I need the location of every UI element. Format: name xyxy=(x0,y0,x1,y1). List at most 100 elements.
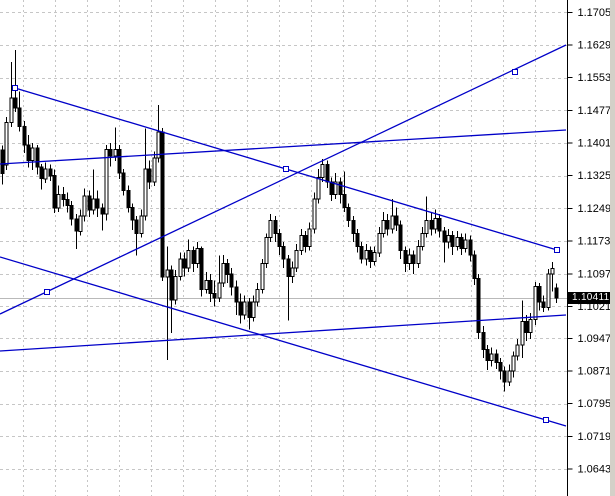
price-axis-label: 1.14010 xyxy=(578,138,615,150)
price-axis-label: 1.11730 xyxy=(578,236,615,248)
ascending-support-trendline-handle[interactable] xyxy=(512,69,518,75)
price-axis-label: 1.08710 xyxy=(578,366,615,378)
bull-candle-body xyxy=(4,121,9,166)
bull-candle-body xyxy=(511,355,516,372)
bear-candle-body xyxy=(403,250,408,265)
bear-candle-body xyxy=(182,258,187,269)
bull-candle-body xyxy=(217,282,222,299)
bear-candle-body xyxy=(498,361,503,372)
bear-candle-body xyxy=(199,247,204,290)
bear-candle-body xyxy=(22,125,27,146)
bear-candle-body xyxy=(87,195,92,211)
descending-channel-trendline-handle[interactable] xyxy=(543,417,549,423)
bull-candle-body xyxy=(372,252,377,262)
bull-candle-body xyxy=(290,267,295,277)
bear-candle-body xyxy=(273,220,278,234)
bull-candle-body xyxy=(139,215,144,234)
bear-candle-body xyxy=(325,164,330,183)
bear-candle-body xyxy=(502,370,507,383)
descending-resistance-trendline-handle[interactable] xyxy=(554,247,560,253)
bull-candle-body xyxy=(251,301,256,318)
ascending-support-trendline[interactable] xyxy=(0,44,567,315)
bull-candle-body xyxy=(204,280,209,290)
bear-candle-body xyxy=(472,254,477,280)
bull-candle-body xyxy=(489,353,494,361)
bull-candle-body xyxy=(173,275,178,301)
bull-candle-body xyxy=(307,228,312,247)
bull-candle-body xyxy=(515,344,520,357)
bear-candle-body xyxy=(212,293,217,299)
bull-candle-body xyxy=(242,301,247,316)
bear-candle-body xyxy=(117,149,122,174)
bear-candle-body xyxy=(0,149,5,175)
bear-candle-body xyxy=(208,280,213,295)
bull-candle-body xyxy=(165,269,170,278)
bull-candle-body xyxy=(113,149,118,157)
bear-candle-body xyxy=(61,194,66,200)
bull-candle-body xyxy=(152,157,157,183)
bear-candle-body xyxy=(459,237,464,249)
upper-channel-trendline[interactable] xyxy=(0,129,567,165)
bull-candle-body xyxy=(56,194,61,209)
bear-candle-body xyxy=(368,250,373,262)
lower-channel-trendline[interactable] xyxy=(0,314,567,352)
bull-candle-body xyxy=(455,237,460,247)
window-right-border[interactable] xyxy=(610,0,615,496)
bear-candle-body xyxy=(303,235,308,247)
bear-candle-body xyxy=(238,301,243,316)
bear-candle-body xyxy=(450,235,455,247)
bear-candle-body xyxy=(485,349,490,361)
bear-candle-body xyxy=(26,144,31,162)
bull-candle-body xyxy=(364,250,369,260)
bull-candle-body xyxy=(294,250,299,269)
bull-candle-body xyxy=(186,250,191,269)
bull-candle-body xyxy=(78,215,83,232)
price-axis-label: 1.17050 xyxy=(578,7,615,19)
current-price-label: 1.10411 xyxy=(568,292,612,304)
bull-candle-body xyxy=(30,147,35,162)
descending-resistance-trendline-handle[interactable] xyxy=(283,166,289,172)
bull-candle-body xyxy=(43,168,48,180)
bull-candle-body xyxy=(264,237,269,264)
bull-candle-body xyxy=(424,220,429,234)
bull-candle-body xyxy=(143,168,148,217)
bear-candle-body xyxy=(359,245,364,260)
bear-candle-body xyxy=(229,273,234,288)
descending-channel-trendline[interactable] xyxy=(0,256,567,427)
bull-candle-body xyxy=(446,235,451,243)
bear-candle-body xyxy=(437,217,442,232)
bull-candle-body xyxy=(260,263,265,290)
bear-candle-body xyxy=(108,149,113,157)
bull-candle-body xyxy=(381,220,386,234)
bear-candle-body xyxy=(134,219,139,234)
bull-candle-body xyxy=(407,254,412,264)
bear-candle-body xyxy=(225,263,230,275)
bear-candle-body xyxy=(13,97,18,109)
price-axis-label: 1.07950 xyxy=(578,398,615,410)
bear-candle-body xyxy=(541,301,546,308)
price-axis-label: 1.14770 xyxy=(578,105,615,117)
bear-candle-body xyxy=(351,220,356,234)
bull-candle-body xyxy=(463,239,468,249)
bear-candle-body xyxy=(147,168,152,183)
bear-candle-body xyxy=(398,224,403,252)
bear-candle-body xyxy=(35,147,40,168)
bear-candle-body xyxy=(277,232,282,247)
bear-candle-body xyxy=(342,194,347,209)
descending-resistance-trendline-handle[interactable] xyxy=(12,85,18,91)
bull-candle-body xyxy=(9,97,14,123)
bull-candle-body xyxy=(156,131,161,159)
price-axis-label: 1.15530 xyxy=(578,72,615,84)
price-axis-label: 1.09470 xyxy=(578,333,615,345)
bull-candle-body xyxy=(299,235,304,252)
bull-candle-body xyxy=(520,321,525,346)
bear-candle-body xyxy=(468,239,473,256)
bear-candle-body xyxy=(65,198,70,206)
bear-candle-body xyxy=(95,198,100,209)
bull-candle-body xyxy=(433,217,438,230)
bear-candle-body xyxy=(234,286,239,303)
bear-candle-body xyxy=(329,181,334,196)
ascending-support-trendline-handle[interactable] xyxy=(44,289,50,295)
